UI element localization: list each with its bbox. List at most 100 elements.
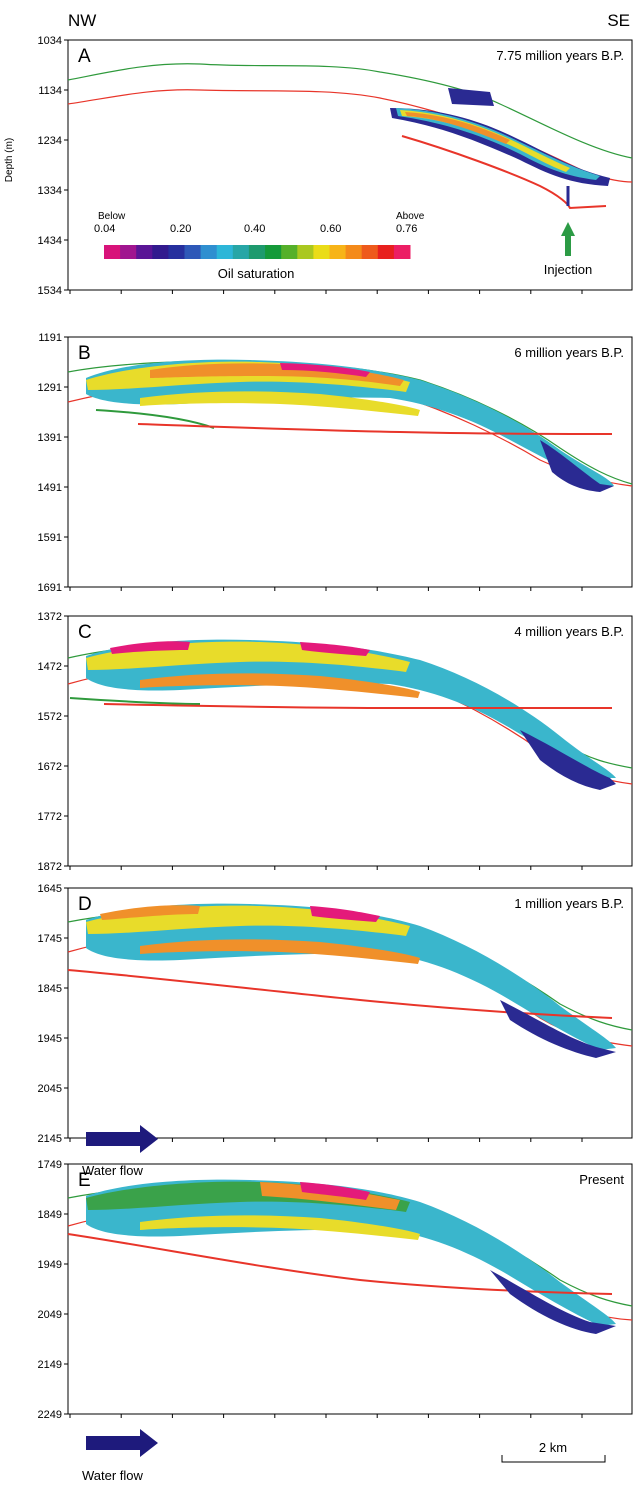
legend-swatch xyxy=(345,245,363,259)
injection-annotation: Injection xyxy=(544,222,592,277)
legend-swatch xyxy=(329,245,347,259)
legend-tick-label: 0.76 xyxy=(396,223,417,235)
injection-arrow-icon xyxy=(561,222,575,256)
panel-title: 4 million years B.P. xyxy=(514,624,624,639)
y-tick-label: 1234 xyxy=(38,135,62,147)
water-flow-annotation-d: Water flow xyxy=(82,1125,158,1178)
panel-frame xyxy=(67,615,633,867)
water-flow-arrow-icon xyxy=(86,1429,158,1457)
y-tick-label: 1772 xyxy=(38,811,62,823)
oil-column-top xyxy=(448,88,494,106)
oil-body-orange-lower xyxy=(140,939,420,964)
panel-title: 6 million years B.P. xyxy=(514,345,624,360)
injection-label: Injection xyxy=(544,262,592,277)
scale-bar-label: 2 km xyxy=(539,1440,567,1455)
scale-bar: 2 km xyxy=(501,1440,606,1463)
panel-b: 1191 1291 1391 1491 1591 1691 B 6 million years… xyxy=(38,332,633,594)
legend-swatch xyxy=(184,245,202,259)
panel-frame xyxy=(67,336,633,588)
panel-a: 1034 1134 1234 1334 1434 1534 A 7.75 million ye… xyxy=(38,35,633,297)
oil-body-orange xyxy=(260,1182,400,1210)
panel-letter: C xyxy=(78,622,92,643)
y-axis-label: Depth (m) xyxy=(4,138,15,182)
water-flow-annotation-e: Water flow xyxy=(82,1429,158,1483)
panel-title: 1 million years B.P. xyxy=(514,896,624,911)
panel-letter: A xyxy=(78,46,91,67)
y-tick-label: 1472 xyxy=(38,661,62,673)
legend-swatch xyxy=(313,245,330,259)
oil-body-yellow-lower xyxy=(140,391,420,416)
stratigraphic-line-green xyxy=(67,63,633,159)
panel-title: 7.75 million years B.P. xyxy=(496,48,624,63)
y-tick-label: 2249 xyxy=(38,1409,62,1421)
lower-green-segment xyxy=(95,409,215,429)
legend-swatch xyxy=(248,245,266,259)
legend-swatch xyxy=(281,245,298,259)
y-tick-label: 1034 xyxy=(38,35,62,47)
lower-green-segment xyxy=(69,697,201,705)
legend-color-bar xyxy=(104,245,411,259)
legend-swatch xyxy=(152,245,169,259)
water-flow-arrow-icon xyxy=(86,1125,158,1153)
water-flow-label: Water flow xyxy=(82,1163,144,1178)
oil-body-navy xyxy=(520,730,616,790)
legend-tick-label: 0.20 xyxy=(170,223,191,235)
legend-title: Oil saturation xyxy=(218,266,295,281)
legend-swatch xyxy=(104,245,121,259)
legend-swatch xyxy=(361,245,379,259)
y-tick-label: 1949 xyxy=(38,1259,62,1271)
oil-body-orange xyxy=(140,673,420,698)
panel-frame xyxy=(67,39,633,291)
y-tick-label: 2049 xyxy=(38,1309,62,1321)
y-tick-label: 1372 xyxy=(38,611,62,623)
fault-line xyxy=(137,423,613,435)
legend-swatch xyxy=(232,245,250,259)
y-tick-label: 2149 xyxy=(38,1359,62,1371)
y-tick-label: 1491 xyxy=(38,482,62,494)
oil-body-magenta xyxy=(310,906,380,922)
panel-frame xyxy=(67,887,633,1139)
y-tick-label: 1391 xyxy=(38,432,62,444)
legend-tick-label: 0.40 xyxy=(244,223,265,235)
y-tick-label: 1749 xyxy=(38,1159,62,1171)
legend-swatch xyxy=(200,245,218,259)
legend-swatch xyxy=(120,245,137,259)
legend-swatch xyxy=(297,245,314,259)
legend-swatch xyxy=(216,245,234,259)
y-tick-label: 1591 xyxy=(38,532,62,544)
panel-letter: B xyxy=(78,343,91,364)
water-flow-label: Water flow xyxy=(82,1468,144,1483)
panel-e: 1749 1849 1949 2049 2149 2249 E Present xyxy=(38,1159,633,1421)
panel-letter: E xyxy=(78,1170,91,1191)
y-tick-label: 2045 xyxy=(38,1083,62,1095)
se-label: SE xyxy=(607,11,630,30)
y-tick-label: 1434 xyxy=(38,235,62,247)
panel-d: 1645 1745 1845 1945 2045 2145 D 1 million years… xyxy=(38,883,633,1145)
y-tick-label: 1134 xyxy=(38,85,62,97)
panel-c: 1372 1472 1572 1672 1772 1872 C 4 million years… xyxy=(38,611,633,873)
fault-line xyxy=(401,135,607,210)
oil-saturation-legend: Below Above 0.04 0.20 0.40 0.60 0.76 Oil… xyxy=(94,211,425,281)
y-tick-label: 1334 xyxy=(38,185,62,197)
oil-body-magenta xyxy=(300,1182,370,1200)
y-tick-label: 1745 xyxy=(38,933,62,945)
oil-body-navy xyxy=(500,1000,616,1058)
oil-body-yellow-lower xyxy=(140,1215,420,1240)
y-tick-label: 1291 xyxy=(38,382,62,394)
oil-body-navy xyxy=(490,1270,616,1334)
oil-body-orange xyxy=(405,112,510,144)
y-tick-label: 2145 xyxy=(38,1133,62,1145)
legend-swatch xyxy=(136,245,153,259)
panel-title: Present xyxy=(579,1172,624,1187)
legend-swatch xyxy=(377,245,395,259)
legend-swatch xyxy=(265,245,282,259)
legend-swatch xyxy=(168,245,185,259)
fault-line xyxy=(103,703,612,710)
legend-tick-label: 0.60 xyxy=(320,223,341,235)
y-tick-label: 1534 xyxy=(38,285,62,297)
y-tick-label: 1872 xyxy=(38,861,62,873)
y-tick-label: 1691 xyxy=(38,582,62,594)
y-tick-label: 1191 xyxy=(38,332,62,344)
y-tick-label: 1645 xyxy=(38,883,62,895)
